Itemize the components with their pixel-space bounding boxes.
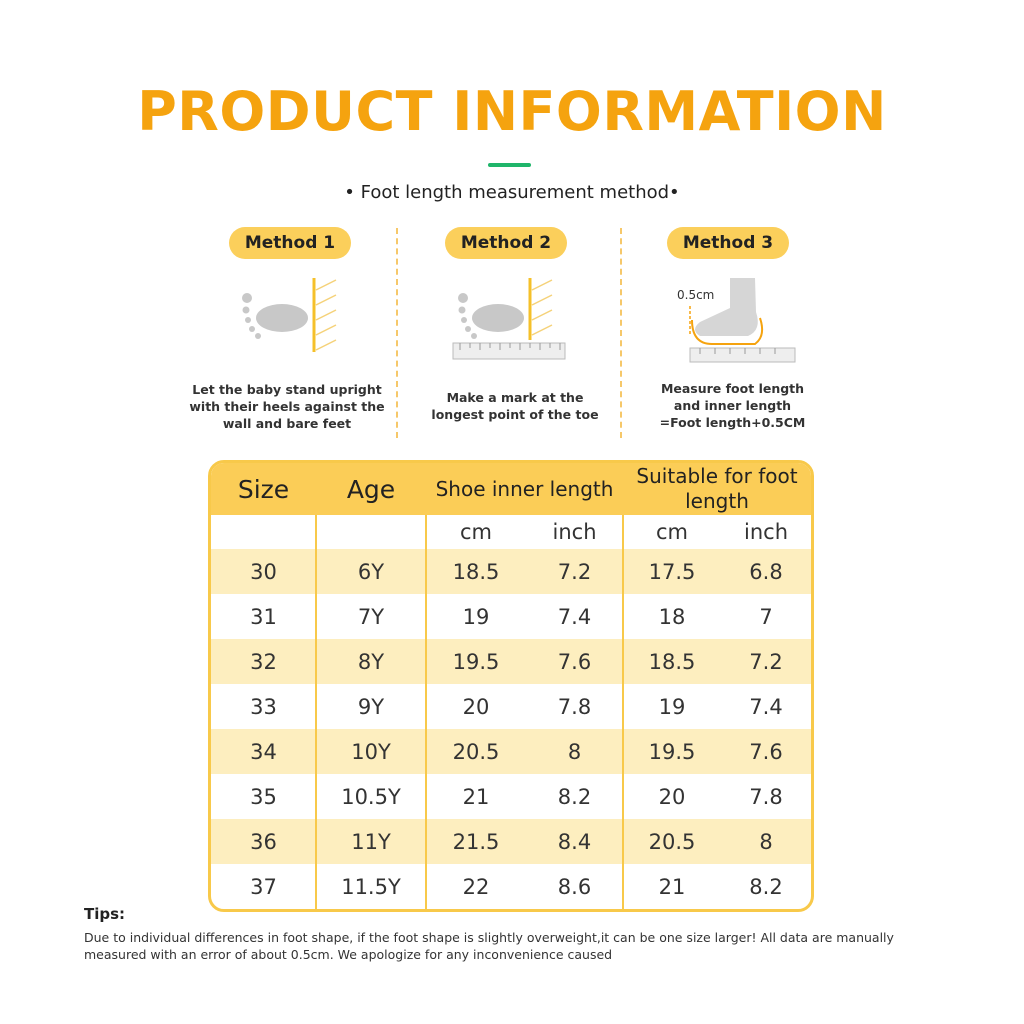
unit-cell: inch bbox=[552, 520, 597, 544]
table-cell: 19.5 bbox=[452, 649, 500, 674]
method-label: Method 3 bbox=[667, 227, 789, 259]
table-cell: 6Y bbox=[357, 559, 385, 584]
table-cell: 7.8 bbox=[557, 694, 592, 719]
header-cell: Suitable for foot length bbox=[636, 464, 798, 513]
table-cell: 19 bbox=[462, 604, 490, 629]
column-divider bbox=[425, 515, 427, 909]
table-cell: 17.5 bbox=[648, 559, 696, 584]
method-label: Method 1 bbox=[229, 227, 351, 259]
table-cell: 8.2 bbox=[749, 874, 783, 899]
accent-line bbox=[488, 163, 531, 167]
table-cell: 35 bbox=[250, 784, 277, 809]
unit-cell: cm bbox=[655, 520, 688, 544]
table-cell: 8.2 bbox=[557, 784, 592, 809]
header-cell: Age bbox=[346, 474, 396, 504]
header-cell: Shoe inner length bbox=[435, 476, 614, 501]
row-bg bbox=[211, 549, 811, 594]
method-icons bbox=[242, 278, 796, 363]
table-cell: 7.4 bbox=[557, 604, 592, 629]
row-bg bbox=[211, 639, 811, 684]
method-note: 0.5cm bbox=[677, 288, 715, 302]
table-cell: 33 bbox=[250, 694, 277, 719]
table-cell: 37 bbox=[250, 874, 277, 899]
table-cell: 7.2 bbox=[749, 649, 783, 674]
unit-cell: inch bbox=[744, 520, 788, 544]
table-cell: 30 bbox=[250, 559, 277, 584]
table-cell: 31 bbox=[250, 604, 277, 629]
method-text: Measure foot length and inner length =Fo… bbox=[659, 381, 806, 430]
column-divider bbox=[622, 515, 624, 909]
table-cell: 32 bbox=[250, 649, 277, 674]
table-cell: 7.2 bbox=[557, 559, 592, 584]
table-cell: 8 bbox=[567, 739, 582, 764]
header-cell: Size bbox=[237, 474, 290, 504]
row-bg bbox=[211, 729, 811, 774]
table-cell: 20.5 bbox=[648, 829, 696, 854]
method-label: Method 2 bbox=[445, 227, 567, 259]
tips-text: Due to individual differences in foot sh… bbox=[84, 930, 894, 962]
tips-title: Tips: bbox=[84, 905, 126, 923]
table-cell: 7.6 bbox=[749, 739, 783, 764]
table-cell: 7.6 bbox=[557, 649, 592, 674]
table-cell: 18 bbox=[658, 604, 686, 629]
table-cell: 34 bbox=[250, 739, 277, 764]
table-cell: 10Y bbox=[351, 739, 391, 764]
table-cell: 8.6 bbox=[557, 874, 592, 899]
table-cell: 7Y bbox=[357, 604, 385, 629]
table-cell: 21 bbox=[462, 784, 490, 809]
table-cell: 10.5Y bbox=[341, 784, 401, 809]
title: PRODUCT INFORMATION bbox=[137, 80, 887, 143]
table-cell: 20.5 bbox=[452, 739, 500, 764]
divider bbox=[620, 228, 622, 438]
table-cell: 20 bbox=[658, 784, 686, 809]
table-cell: 8 bbox=[759, 829, 773, 854]
table-cell: 21.5 bbox=[452, 829, 500, 854]
table-cell: 18.5 bbox=[452, 559, 500, 584]
divider bbox=[396, 228, 398, 438]
column-divider bbox=[315, 515, 317, 909]
table-cell: 8Y bbox=[357, 649, 385, 674]
table-cell: 22 bbox=[462, 874, 490, 899]
row-bg bbox=[211, 819, 811, 864]
table-cell: 19 bbox=[658, 694, 686, 719]
table-cell: 36 bbox=[250, 829, 277, 854]
unit-cell: cm bbox=[459, 520, 492, 544]
table-cell: 6.8 bbox=[749, 559, 783, 584]
header-bg bbox=[211, 463, 811, 515]
subtitle: • Foot length measurement method• bbox=[344, 182, 680, 203]
table-cell: 9Y bbox=[357, 694, 385, 719]
table-cell: 18.5 bbox=[648, 649, 696, 674]
table-cell: 19.5 bbox=[648, 739, 696, 764]
table-cell: 7.4 bbox=[749, 694, 783, 719]
method-text: Let the baby stand upright with their he… bbox=[189, 382, 385, 431]
table-cell: 20 bbox=[462, 694, 490, 719]
method-text: Make a mark at the longest point of the … bbox=[431, 390, 599, 422]
table-cell: 11Y bbox=[351, 829, 391, 854]
table-cell: 11.5Y bbox=[341, 874, 401, 899]
table-cell: 21 bbox=[658, 874, 686, 899]
table-cell: 7 bbox=[759, 604, 773, 629]
table-cell: 7.8 bbox=[749, 784, 783, 809]
size-table: Size Age Shoe inner length Suitable for foo… bbox=[208, 460, 814, 912]
table-cell: 8.4 bbox=[557, 829, 592, 854]
